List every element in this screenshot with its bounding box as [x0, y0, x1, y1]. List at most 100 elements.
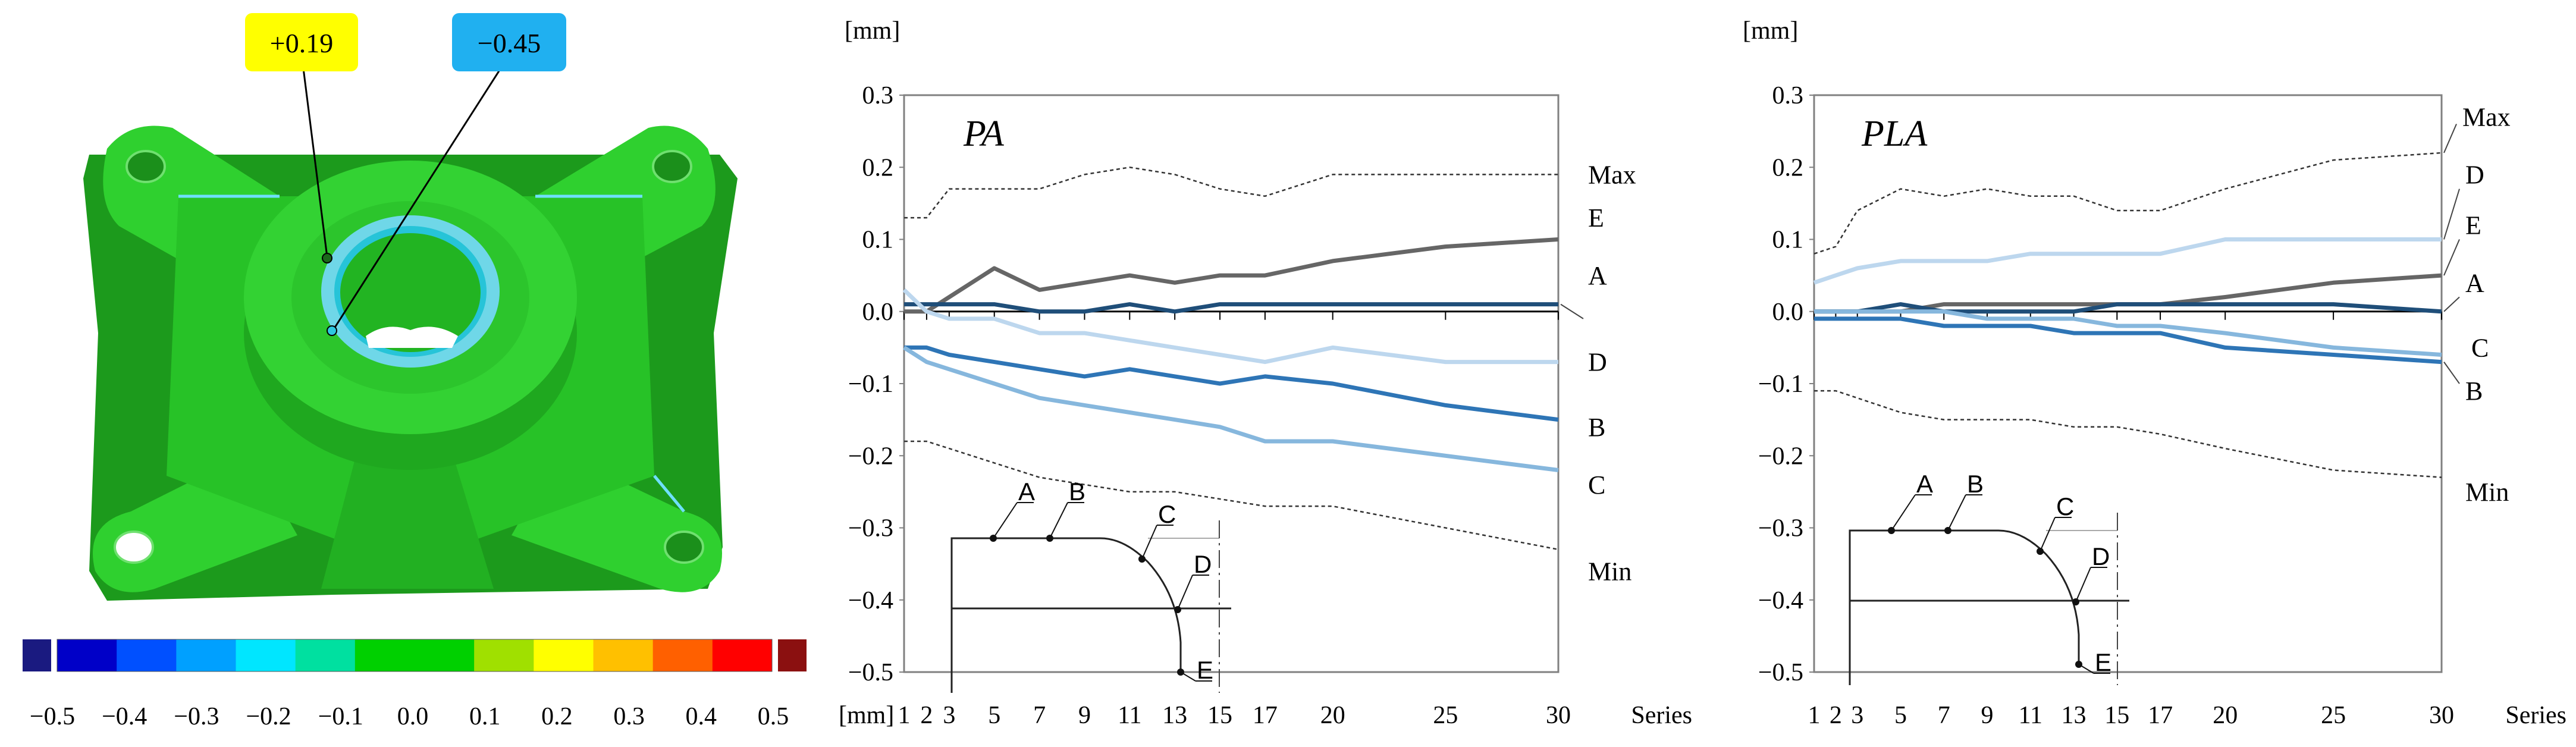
- inset-label-b: B: [1069, 478, 1085, 506]
- y-tick-label: −0.2: [1758, 442, 1803, 470]
- y-tick-label: −0.4: [848, 587, 893, 614]
- series-label-a: A: [2465, 268, 2484, 297]
- y-tick-label: 0.1: [1772, 227, 1804, 254]
- colorbar-under-swatch: [23, 639, 51, 671]
- y-tick-label: 0.2: [862, 154, 894, 181]
- colorbar-cell: [474, 639, 534, 671]
- chart-title: PA: [963, 114, 1005, 154]
- x-tick-label: 15: [2104, 702, 2129, 729]
- x-tick-label: 9: [1078, 702, 1091, 729]
- plot-frame: [1814, 95, 2442, 672]
- colorbar-tick-label: 0.1: [469, 703, 501, 730]
- x-axis-label: Series: [1631, 702, 1692, 729]
- series-label-e: E: [2465, 211, 2481, 240]
- inset-label-e: E: [2095, 648, 2111, 676]
- colorbar-cell: [296, 639, 356, 671]
- inset-leader: [1891, 495, 1915, 531]
- y-tick-label: −0.1: [848, 371, 893, 398]
- inset-leader: [2076, 567, 2091, 602]
- colorbar-cell: [236, 639, 296, 671]
- series-label-d: D: [2465, 160, 2484, 189]
- inset-label-d: D: [2092, 542, 2110, 570]
- colorbar-over-swatch: [778, 639, 807, 671]
- x-tick-label: 13: [2062, 702, 2086, 729]
- series-label-b: B: [2465, 376, 2483, 406]
- x-tick-label: 5: [988, 702, 1000, 729]
- part-model: [83, 126, 738, 601]
- chart-pa: [mm] PA [mm] Series 0.30.20.10.0−0.1−0.2…: [833, 0, 1701, 744]
- y-tick-label: −0.3: [1758, 515, 1803, 542]
- series-label-leader: [2444, 189, 2459, 240]
- y-axis-unit: [mm]: [845, 17, 900, 45]
- x-tick-label: 5: [1894, 702, 1907, 729]
- colorbar-tick-label: 0.0: [397, 703, 429, 730]
- colorbar-cell: [176, 639, 236, 671]
- colorbar-tick-label: −0.4: [102, 703, 147, 730]
- colorbar-tick-label: 0.5: [758, 703, 789, 730]
- colorbar-tick-label: 0.3: [613, 703, 645, 730]
- y-tick-label: −0.1: [1758, 371, 1803, 398]
- y-tick-label: −0.5: [848, 659, 893, 686]
- colorbar-cell: [534, 639, 594, 671]
- colorbar-cell: [594, 639, 654, 671]
- inset-label-c: C: [2056, 492, 2074, 520]
- series-label-e: E: [1588, 203, 1604, 233]
- series-label-leader: [1561, 305, 1583, 319]
- y-tick-label: 0.0: [862, 299, 894, 326]
- mounting-hole: [127, 151, 165, 182]
- callout-negative-value: −0.45: [478, 28, 541, 58]
- colorbar-cell: [57, 639, 117, 671]
- inset-leader: [1178, 575, 1193, 610]
- series-label-max: Max: [1588, 160, 1636, 189]
- inset-label-a: A: [1916, 470, 1933, 498]
- inset-leader: [1050, 503, 1068, 538]
- chart-pla: [mm] PLA Series 0.30.20.10.0−0.1−0.2−0.3…: [1719, 0, 2576, 744]
- x-tick-label: 7: [1033, 702, 1046, 729]
- inset-label-d: D: [1194, 550, 1212, 578]
- mounting-hole: [115, 532, 153, 563]
- colorbar-tick-label: −0.3: [174, 703, 219, 730]
- y-tick-label: 0.3: [862, 82, 894, 109]
- series-line-a: [904, 305, 1558, 312]
- callout-positive: +0.19: [245, 13, 358, 71]
- inset-leader: [2040, 517, 2055, 551]
- colorbar-cell: [713, 639, 773, 671]
- y-tick-label: −0.3: [848, 515, 893, 542]
- series-label-a: A: [1588, 261, 1607, 290]
- x-tick-label: 25: [2321, 702, 2346, 729]
- x-tick-label: 1: [898, 702, 911, 729]
- y-tick-label: −0.4: [1758, 587, 1803, 614]
- series-label-min: Min: [2465, 478, 2509, 507]
- colorbar-cell: [355, 639, 415, 671]
- inset-leader: [993, 503, 1017, 538]
- colorbar-tick-label: −0.1: [318, 703, 363, 730]
- inset-leader: [1948, 495, 1966, 531]
- y-tick-label: 0.0: [1772, 299, 1804, 326]
- inset-outline: [952, 538, 1100, 693]
- callout-negative: −0.45: [452, 13, 566, 71]
- inset-leader: [1181, 672, 1196, 681]
- series-line-d: [1814, 240, 2442, 283]
- series-line-max: [904, 167, 1558, 218]
- x-tick-label: 2: [920, 702, 933, 729]
- mounting-hole: [653, 151, 691, 182]
- series-label-c: C: [2471, 333, 2489, 362]
- y-tick-label: 0.3: [1772, 82, 1804, 109]
- x-tick-label: 7: [1938, 702, 1950, 729]
- x-tick-label: 30: [2429, 702, 2454, 729]
- series-label-leader: [2444, 297, 2459, 312]
- y-tick-label: −0.2: [848, 442, 893, 470]
- series-label-d: D: [1588, 348, 1607, 377]
- series-label-max: Max: [2462, 102, 2511, 131]
- series-line-d: [904, 290, 1558, 362]
- colorbar-cell: [117, 639, 177, 671]
- colorbar-cell: [415, 639, 475, 671]
- x-tick-label: 20: [1320, 702, 1345, 729]
- x-axis-label: Series: [2505, 702, 2566, 729]
- x-tick-label: 20: [2213, 702, 2238, 729]
- callout-point-neg: [327, 326, 337, 335]
- bore-opening: [366, 327, 458, 348]
